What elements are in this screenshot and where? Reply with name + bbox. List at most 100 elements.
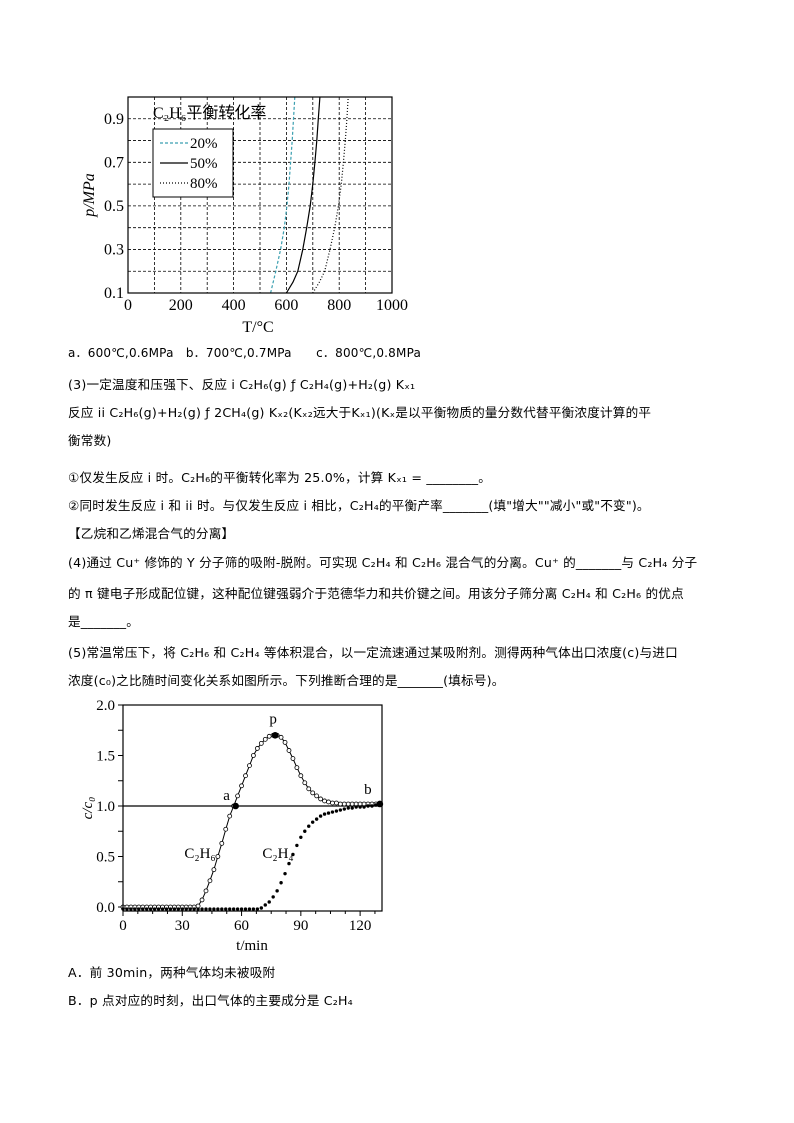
data-point-c2h6 <box>341 801 347 807</box>
series-label-c2h6: C₂H₆ <box>184 846 215 862</box>
data-point-c2h6 <box>219 840 225 846</box>
data-point-c2h4 <box>235 907 240 911</box>
section-title: 【乙烷和乙烯混合气的分离】 <box>68 526 235 541</box>
data-point-c2h4 <box>220 907 224 911</box>
data-point-c2h6 <box>207 878 213 884</box>
option-a: A．前 30min，两种气体均未被吸附 <box>68 965 276 980</box>
x-tick-label: 0 <box>119 918 127 934</box>
data-point-c2h6 <box>306 786 312 792</box>
data-point-c2h4 <box>239 907 244 911</box>
data-point-c2h4 <box>176 907 181 911</box>
q4-line-2: 的 π 键电子形成配位键，这种配位键强弱介于范德华力和共价键之间。用该分子筛分离… <box>68 586 684 601</box>
data-point-c2h6 <box>290 756 296 761</box>
data-point-c2h4 <box>125 907 129 911</box>
data-point-c2h6 <box>330 800 335 806</box>
data-point-c2h4 <box>362 805 366 809</box>
data-point-c2h4 <box>283 871 287 876</box>
data-point-c2h4 <box>322 812 327 816</box>
data-point-c2h4 <box>208 907 212 911</box>
q5-line-1: (5)常温常压下，将 C₂H₆ 和 C₂H₄ 等体积混合，以一定流速通过某吸附剂… <box>68 645 678 660</box>
data-point-c2h4 <box>263 903 267 907</box>
data-point-c2h6 <box>286 748 292 753</box>
y-tick-label: 2.0 <box>96 698 115 714</box>
y-tick-label: 0.5 <box>96 850 115 866</box>
plot-frame <box>127 96 393 294</box>
y-axis-label: c/c₀ <box>80 797 96 820</box>
data-point-c2h4 <box>267 900 271 904</box>
x-tick-label: 800 <box>327 297 351 314</box>
data-point-c2h4 <box>291 852 295 857</box>
q2-options: a．600℃,0.6MPa b．700℃,0.7MPa c．800℃,0.8MP… <box>68 346 422 360</box>
data-point-c2h4 <box>295 843 299 848</box>
y-tick-label: 0.5 <box>104 198 124 215</box>
data-point-c2h4 <box>192 907 196 911</box>
q3-sub-2: ②同时发生反应 i 和 ii 时。与仅发生反应 i 相比，C₂H₄的平衡产率__… <box>68 498 650 513</box>
data-point-c2h6 <box>243 773 248 779</box>
point-b <box>376 800 384 808</box>
data-point-c2h6 <box>239 783 244 789</box>
q4-line-3: 是_______。 <box>68 614 140 629</box>
data-point-c2h4 <box>200 907 204 911</box>
data-point-c2h6 <box>294 765 300 771</box>
data-point-c2h6 <box>227 813 233 819</box>
data-point-c2h4 <box>231 907 236 911</box>
chart-title: C₂H₆平衡转化率 <box>153 104 266 122</box>
data-point-c2h4 <box>330 810 335 814</box>
x-tick-label: 600 <box>274 297 298 314</box>
data-point-c2h4 <box>299 835 303 840</box>
series-line-50pct <box>285 96 321 294</box>
data-point-c2h6 <box>211 867 217 873</box>
x-tick-label: 0 <box>124 297 132 314</box>
q3-sub-1: ①仅发生反应 i 时。C₂H₆的平衡转化率为 25.0%，计算 Kₓ₁ = __… <box>68 470 492 485</box>
data-point-c2h6 <box>215 854 221 859</box>
data-point-c2h4 <box>366 804 370 808</box>
data-point-c2h6 <box>247 763 252 768</box>
q3-reaction-ii: 反应 ii C₂H₆(g)+H₂(g) ƒ 2CH₄(g) Kₓ₂(Kₓ₂远大于… <box>68 405 652 420</box>
y-tick-label: 0.1 <box>104 285 124 302</box>
data-point-c2h6 <box>254 746 260 751</box>
data-point-c2h6 <box>349 801 355 807</box>
data-point-c2h4 <box>310 820 315 824</box>
x-axis-label: t/min <box>236 938 268 954</box>
x-tick-label: 30 <box>175 918 190 934</box>
data-point-c2h4 <box>204 907 208 911</box>
point-label-p: p <box>269 711 277 727</box>
data-point-c2h4 <box>259 906 264 910</box>
data-point-c2h4 <box>247 907 252 911</box>
data-point-c2h4 <box>342 807 347 811</box>
data-point-c2h4 <box>370 804 374 808</box>
data-point-c2h4 <box>326 811 331 815</box>
series-label-c2h4: C₂H₄ <box>262 846 293 862</box>
data-point-c2h4 <box>141 907 145 911</box>
data-point-c2h6 <box>334 800 339 806</box>
data-point-c2h4 <box>354 805 358 809</box>
data-point-c2h4 <box>255 907 260 911</box>
data-point-c2h4 <box>188 907 192 911</box>
data-point-c2h4 <box>307 824 311 828</box>
y-tick-label: 0.9 <box>104 111 124 128</box>
data-point-c2h4 <box>287 861 291 866</box>
data-point-c2h4 <box>156 907 161 911</box>
data-point-c2h6 <box>318 796 324 802</box>
q4-line-1: (4)通过 Cu⁺ 修饰的 Y 分子筛的吸附-脱附。可实现 C₂H₄ 和 C₂H… <box>68 555 698 570</box>
data-point-c2h4 <box>251 907 256 911</box>
y-tick-label: 1.5 <box>96 749 115 765</box>
data-point-c2h6 <box>199 897 205 903</box>
data-point-c2h4 <box>358 805 362 809</box>
data-point-c2h6 <box>266 733 272 739</box>
data-point-c2h4 <box>137 907 141 911</box>
data-point-c2h4 <box>243 907 248 911</box>
data-point-c2h4 <box>271 895 275 899</box>
data-point-c2h4 <box>314 817 319 821</box>
pressure-temperature-chart: 0 200 400 600 800 1000 0.1 0.3 0.5 0.7 0.9 C₂H₆平衡转… <box>81 96 408 336</box>
series-line-0 <box>123 734 380 908</box>
data-point-c2h6 <box>282 739 288 745</box>
y-tick-label: 0.0 <box>96 900 115 916</box>
data-point-c2h6 <box>235 793 241 799</box>
series-line-20pct <box>270 96 296 294</box>
point-a <box>232 802 239 810</box>
x-axis-label: T/°C <box>242 319 273 336</box>
data-point-c2h6 <box>310 790 316 796</box>
data-point-c2h4 <box>152 907 157 911</box>
